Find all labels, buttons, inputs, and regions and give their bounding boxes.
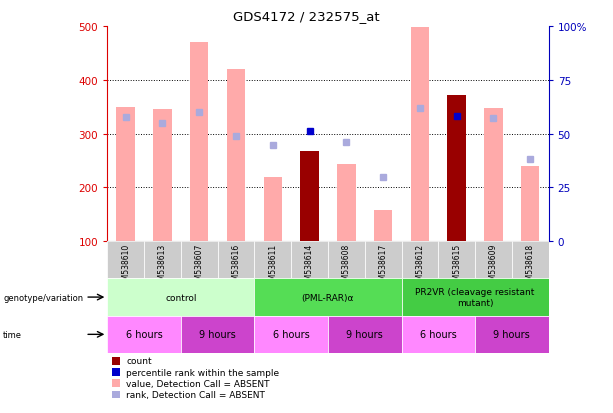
Text: 9 hours: 9 hours <box>493 330 530 339</box>
Text: GDS4172 / 232575_at: GDS4172 / 232575_at <box>233 10 380 23</box>
Text: (PML-RAR)α: (PML-RAR)α <box>302 293 354 302</box>
Bar <box>144 242 181 279</box>
Text: rank, Detection Call = ABSENT: rank, Detection Call = ABSENT <box>126 390 265 399</box>
Bar <box>107 242 144 279</box>
Text: count: count <box>126 356 152 366</box>
Text: 9 hours: 9 hours <box>199 330 236 339</box>
Bar <box>447 95 466 242</box>
Bar <box>447 103 466 242</box>
Text: GSM538611: GSM538611 <box>268 244 277 290</box>
Text: GSM538607: GSM538607 <box>195 244 204 290</box>
Bar <box>512 242 549 279</box>
Bar <box>411 28 429 242</box>
Bar <box>475 242 512 279</box>
Text: GSM538608: GSM538608 <box>342 244 351 290</box>
Bar <box>484 109 503 242</box>
Bar <box>402 242 438 279</box>
Bar <box>112 357 120 365</box>
Bar <box>153 110 172 242</box>
Bar <box>227 70 245 242</box>
Bar <box>218 242 254 279</box>
Text: 9 hours: 9 hours <box>346 330 383 339</box>
Bar <box>264 177 282 242</box>
Bar <box>337 165 356 242</box>
Bar <box>328 242 365 279</box>
Bar <box>254 279 402 316</box>
Bar <box>112 391 120 398</box>
Bar <box>291 242 328 279</box>
Bar <box>107 316 181 353</box>
Text: PR2VR (cleavage resistant
mutant): PR2VR (cleavage resistant mutant) <box>416 288 535 307</box>
Bar <box>328 316 402 353</box>
Bar <box>190 43 208 242</box>
Text: value, Detection Call = ABSENT: value, Detection Call = ABSENT <box>126 379 270 388</box>
Text: GSM538609: GSM538609 <box>489 244 498 290</box>
Text: percentile rank within the sample: percentile rank within the sample <box>126 368 280 377</box>
Bar <box>402 279 549 316</box>
Text: GSM538612: GSM538612 <box>416 244 424 290</box>
Bar <box>254 316 328 353</box>
Bar <box>112 380 120 387</box>
Bar <box>475 316 549 353</box>
Bar <box>438 242 475 279</box>
Text: genotype/variation: genotype/variation <box>3 293 83 302</box>
Bar <box>521 166 539 242</box>
Bar <box>402 316 475 353</box>
Text: GSM538616: GSM538616 <box>232 244 240 290</box>
Bar <box>300 152 319 242</box>
Text: GSM538618: GSM538618 <box>526 244 535 290</box>
Text: GSM538617: GSM538617 <box>379 244 387 290</box>
Bar <box>112 368 120 376</box>
Text: time: time <box>3 330 22 339</box>
Bar <box>254 242 291 279</box>
Text: 6 hours: 6 hours <box>126 330 162 339</box>
Text: 6 hours: 6 hours <box>420 330 457 339</box>
Text: GSM538615: GSM538615 <box>452 244 461 290</box>
Bar <box>181 316 254 353</box>
Bar <box>181 242 218 279</box>
Text: 6 hours: 6 hours <box>273 330 310 339</box>
Text: control: control <box>165 293 197 302</box>
Text: GSM538610: GSM538610 <box>121 244 130 290</box>
Bar <box>116 107 135 242</box>
Bar <box>107 279 254 316</box>
Bar <box>365 242 402 279</box>
Bar <box>374 211 392 242</box>
Text: GSM538613: GSM538613 <box>158 244 167 290</box>
Text: GSM538614: GSM538614 <box>305 244 314 290</box>
